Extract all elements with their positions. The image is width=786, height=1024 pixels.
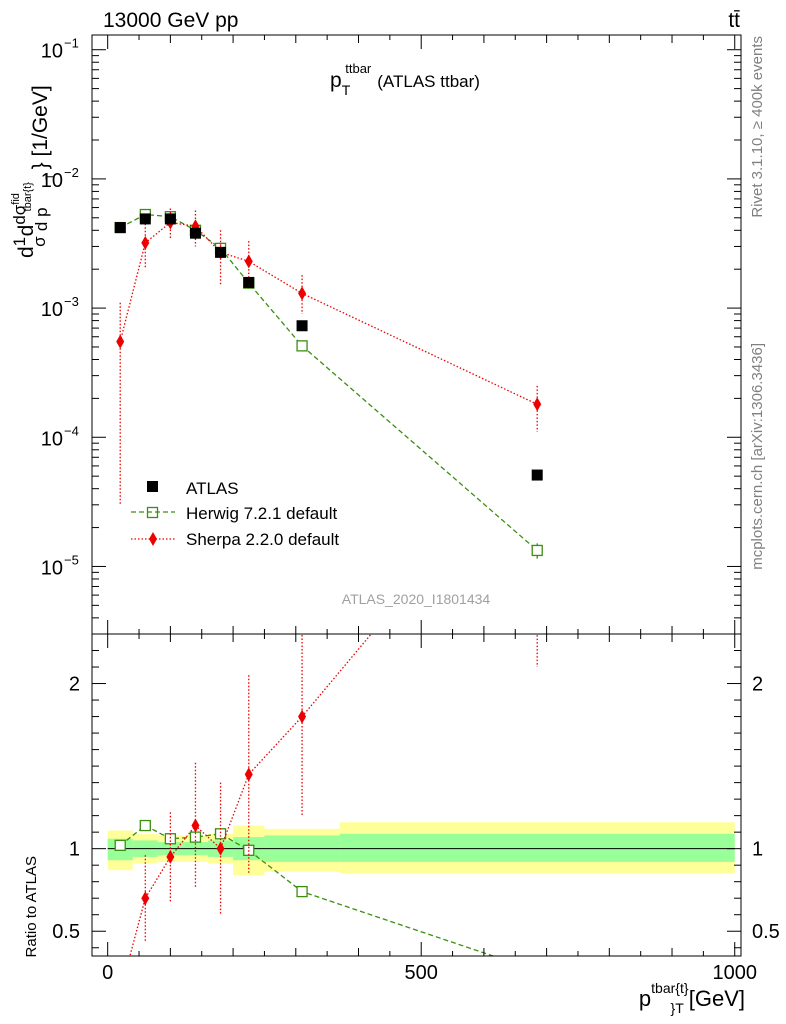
y-label-fid: fid <box>10 193 22 205</box>
atlas-point <box>531 469 543 481</box>
beam-label: 13000 GeV pp <box>103 9 238 32</box>
herwig-ratio-point <box>532 966 542 976</box>
atlas-point <box>243 276 255 288</box>
x-tick-label: 0 <box>102 962 113 984</box>
y-tick-exponent: −5 <box>64 552 79 567</box>
analysis-watermark: ATLAS_2020_I1801434 <box>342 591 491 607</box>
plot-title-suffix: (ATLAS ttbar) <box>377 72 480 91</box>
x-label-main: p <box>639 986 651 1011</box>
ratio-frame <box>91 633 742 957</box>
svg-text:d1σddσfidd ptbar{t}T} [1/GeV]: d1σddσfidd ptbar{t}T} [1/GeV] <box>10 85 56 258</box>
sherpa-ratio-point <box>141 891 150 906</box>
herwig-point <box>531 544 543 557</box>
herwig-line <box>119 213 538 551</box>
atlas-series <box>114 213 543 481</box>
ratio-tick-label-right: 1 <box>752 839 763 861</box>
herwig-ratio-point <box>214 828 227 840</box>
ratio-tick-label: 0.5 <box>52 921 80 943</box>
ratio-y-label: Ratio to ATLAS <box>23 856 40 957</box>
x-axis-label: ptbar{t} }T [GeV] <box>639 980 745 1016</box>
rivet-label: Rivet 3.1.10, ≥ 400k events <box>749 36 766 218</box>
herwig-ratio-point <box>164 833 177 845</box>
sherpa-ratio-point <box>116 985 124 999</box>
sherpa-point <box>298 286 307 301</box>
legend-atlas-marker <box>147 481 158 492</box>
y-tick-exponent: −2 <box>64 165 79 180</box>
y-tick-label: 10 <box>41 299 63 321</box>
plot-title-sup: ttbar <box>345 61 372 76</box>
sherpa-ratio-point <box>298 709 307 724</box>
y-label-sub-tbar: tbar{t} <box>22 182 34 212</box>
sherpa-ratio-point <box>191 818 200 833</box>
x-tick-label: 1000 <box>712 962 757 984</box>
y-label-one: 1 <box>10 237 29 246</box>
herwig-point <box>296 340 308 352</box>
sherpa-point <box>244 254 253 269</box>
herwig-ratio-point <box>296 885 308 898</box>
legend: ATLAS Herwig 7.2.1 default Sherpa 2.2.0 … <box>131 479 339 549</box>
y-label-sub-T: T <box>44 173 56 180</box>
atlas-point <box>189 227 201 239</box>
x-label-sub: }T <box>671 1000 685 1016</box>
y-tick-label: 10 <box>41 170 63 192</box>
sherpa-ratio-point <box>166 849 175 864</box>
sherpa-ratio-line <box>129 634 373 956</box>
atlas-point <box>296 320 308 332</box>
x-tick-label: 500 <box>405 962 438 984</box>
y-axis-label: d1σddσfidd ptbar{t}T} [1/GeV] <box>10 85 56 258</box>
x-label-sup: tbar{t} <box>651 980 689 996</box>
y-tick-exponent: −3 <box>64 294 79 309</box>
process-label: tt̄ <box>728 9 740 32</box>
plot-title-main: p <box>330 69 342 92</box>
y-tick-label: 10 <box>41 41 63 63</box>
y-label-d: d <box>15 246 38 258</box>
sherpa-ratio-point <box>533 429 541 443</box>
source-label: mcplots.cern.ch [arXiv:1306.3436] <box>749 343 766 570</box>
inner-band-7 <box>339 833 735 862</box>
sherpa-point <box>141 235 150 250</box>
y-tick-exponent: −4 <box>64 423 79 438</box>
legend-herwig-marker <box>146 506 159 519</box>
atlas-point <box>139 213 151 225</box>
ratio-tick-label: 1 <box>69 839 80 861</box>
ratio-tick-label-right: 2 <box>752 674 763 696</box>
sherpa-ratio-point <box>244 767 253 782</box>
y-tick-label: 10 <box>41 557 63 579</box>
herwig-ratio-point <box>114 839 126 852</box>
y-label-d2: d <box>15 225 38 237</box>
sherpa-line <box>119 221 538 405</box>
sherpa-point <box>116 334 125 349</box>
ratio-tick-label-right: 0.5 <box>752 921 780 943</box>
y-label-braces: } [1/GeV] <box>29 85 52 169</box>
plot-title: pTttbar (ATLAS ttbar) <box>330 61 480 98</box>
legend-herwig-label: Herwig 7.2.1 default <box>186 504 337 523</box>
y-label-sigma: σ <box>30 236 49 247</box>
sherpa-ratio-series <box>116 429 541 999</box>
x-label-unit: [GeV] <box>689 986 745 1011</box>
legend-atlas-label: ATLAS <box>186 479 239 498</box>
y-tick-label: 10 <box>41 428 63 450</box>
atlas-point <box>215 246 227 258</box>
legend-sherpa-label: Sherpa 2.2.0 default <box>186 530 339 549</box>
y-label-dsigma: dσ <box>10 204 29 224</box>
y-label-dp: d p <box>32 207 51 231</box>
legend-sherpa-marker <box>149 532 157 546</box>
sherpa-ratio-point <box>216 841 225 856</box>
y-tick-exponent: −1 <box>64 36 79 51</box>
atlas-point <box>114 222 126 234</box>
ratio-tick-label: 2 <box>69 674 80 696</box>
atlas-point <box>164 213 176 225</box>
sherpa-point <box>533 397 542 412</box>
herwig-ratio-point <box>139 819 151 832</box>
sherpa-series <box>116 208 542 505</box>
plot-title-sub: T <box>342 82 351 98</box>
